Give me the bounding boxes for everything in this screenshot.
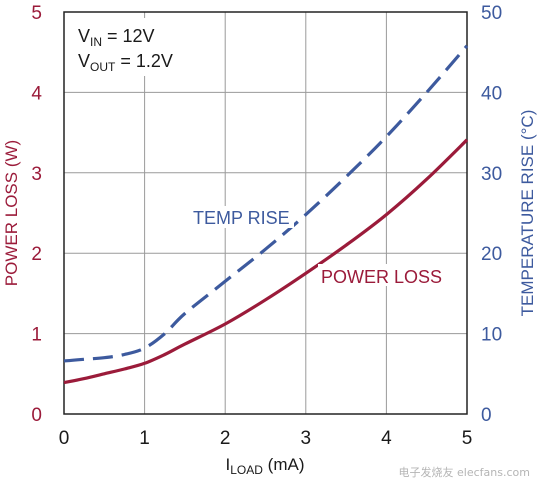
y-right-tick-label-5: 50 [481, 3, 502, 24]
series-label-temp-rise: TEMP RISE [193, 208, 290, 228]
plot-frame [63, 11, 468, 415]
y-right-tick-label-2: 20 [481, 244, 502, 265]
x-tick-label-0: 0 [59, 428, 70, 449]
x-axis-title-main: I [226, 455, 231, 474]
x-axis-title: ILOAD (mA) [226, 455, 305, 477]
series-line-power-loss [63, 138, 469, 385]
vout-main: V [78, 51, 90, 71]
power-label-bg [318, 264, 442, 286]
y-right-axis-title: TEMPERATURE RISE (°C) [518, 110, 537, 317]
series-line-temp-rise [63, 44, 469, 363]
x-tick-label-3: 3 [301, 428, 312, 449]
y-left-tick-labels: 0 1 2 3 4 5 [31, 3, 42, 426]
annotation-vin: VIN = 12V [78, 26, 155, 49]
x-axis-title-sub: LOAD [230, 463, 263, 477]
y-right-tick-label-1: 10 [481, 325, 502, 346]
y-left-tick-label-3: 3 [31, 164, 42, 185]
y-right-tick-label-3: 30 [481, 164, 502, 185]
x-axis-title-unit: (mA) [263, 455, 305, 474]
annotation-vout: VOUT = 1.2V [78, 51, 173, 74]
y-left-tick-label-4: 4 [31, 83, 42, 104]
temp-label-bg [190, 206, 294, 228]
x-tick-label-4: 4 [381, 428, 392, 449]
watermark: 电子发烧友 elecfans.com [399, 465, 530, 479]
vin-rest: = 12V [102, 26, 155, 46]
x-tick-labels: 0 1 2 3 4 5 [59, 428, 473, 449]
vin-main: V [78, 26, 90, 46]
y-right-tick-label-0: 0 [481, 405, 492, 426]
y-left-tick-label-2: 2 [31, 244, 42, 265]
y-right-tick-labels: 0 10 20 30 40 50 [481, 3, 502, 426]
x-tick-label-1: 1 [139, 428, 150, 449]
series-label-power-loss: POWER LOSS [321, 267, 442, 287]
x-tick-label-5: 5 [462, 428, 473, 449]
vout-rest: = 1.2V [115, 51, 173, 71]
y-left-axis-title: POWER LOSS (W) [2, 140, 21, 286]
vin-sub: IN [90, 35, 102, 49]
y-left-tick-label-5: 5 [31, 3, 42, 24]
vout-sub: OUT [90, 60, 116, 74]
x-tick-label-2: 2 [220, 428, 231, 449]
annotation-bg [70, 18, 188, 76]
series-layer [63, 44, 469, 385]
y-left-tick-label-1: 1 [31, 325, 42, 346]
y-right-tick-label-4: 40 [481, 83, 502, 104]
y-left-tick-label-0: 0 [31, 405, 42, 426]
